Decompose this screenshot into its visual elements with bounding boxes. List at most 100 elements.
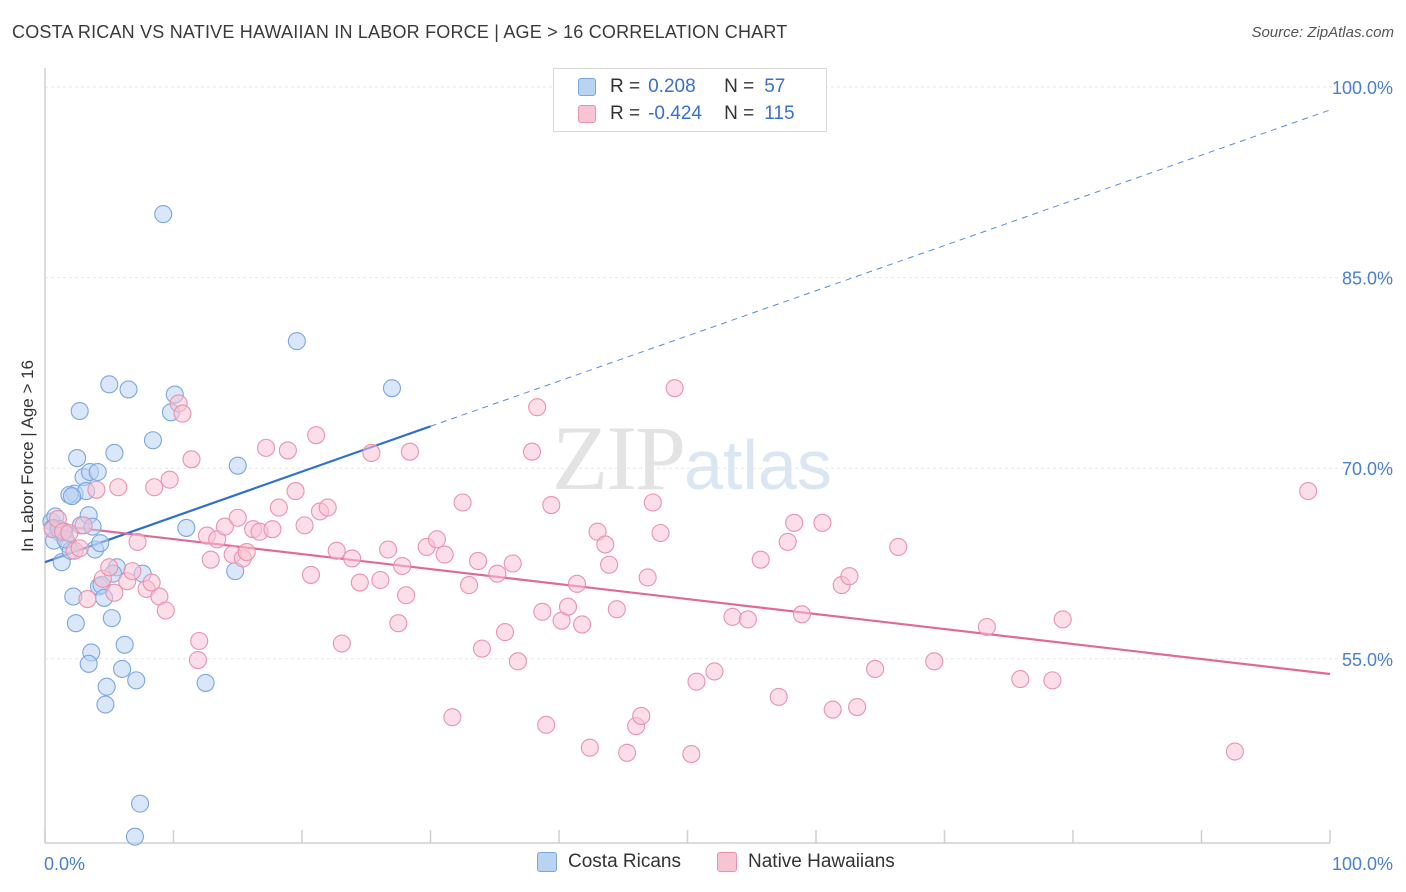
series-legend-costa-ricans[interactable]: Costa Ricans [537, 851, 681, 873]
legend-swatch-native-hawaiians [578, 105, 596, 123]
native-hawaiian-point [705, 662, 724, 681]
native-hawaiian-point [389, 614, 408, 633]
native-hawaiian-point [528, 398, 547, 417]
native-hawaiian-point [580, 738, 599, 757]
native-hawaiian-point [651, 523, 670, 543]
tick-labels: 55.0% 70.0% 85.0% 100.0% 0.0% 100.0% [44, 78, 1393, 874]
native-hawaiian-point [142, 573, 161, 592]
native-hawaiian-point [362, 443, 381, 463]
native-hawaiian-point [295, 516, 314, 535]
native-hawaiian-point [643, 493, 662, 512]
costa-rican-point [382, 379, 402, 398]
costa-rican-point [143, 431, 162, 450]
native-hawaiian-point [145, 478, 164, 497]
costa-rican-point [102, 609, 121, 628]
native-hawaiian-point [607, 600, 626, 619]
native-hawaiian-point [1011, 670, 1030, 689]
native-hawaiian-point [173, 404, 192, 423]
costa-rican-trend-extension [430, 109, 1331, 427]
native-hawaiian-point [100, 558, 119, 577]
native-hawaiian-point [638, 568, 657, 587]
native-hawaiian-point [393, 556, 412, 576]
native-hawaiian-point [459, 576, 479, 595]
costa-rican-point [115, 635, 134, 654]
watermark-atlas: atlas [684, 426, 832, 504]
native-hawaiian-point [70, 539, 89, 558]
costa-rican-point [96, 695, 115, 714]
native-hawaiian-point [286, 482, 305, 501]
native-hawaiian-point [278, 441, 297, 460]
costa-rican-point [62, 487, 82, 506]
native-hawaiian-point [508, 652, 527, 671]
legend-n-label: N = [724, 103, 755, 124]
data-points [42, 205, 1318, 846]
native-hawaiian-point [78, 590, 97, 609]
native-hawaiian-point [1299, 482, 1318, 501]
native-hawaiian-point [256, 438, 276, 457]
native-hawaiian-point [156, 601, 175, 620]
x-tick-label: 0.0% [44, 854, 85, 874]
native-hawaiian-point [813, 513, 832, 532]
costa-rican-point [100, 375, 119, 394]
native-hawaiian-point [848, 698, 867, 717]
native-hawaiian-point [123, 562, 142, 581]
native-hawaiian-point [522, 442, 542, 461]
y-tick-label: 85.0% [1342, 269, 1393, 289]
native-hawaiian-point [840, 567, 859, 586]
costa-rican-point [287, 332, 306, 351]
native-hawaiian-point [632, 706, 651, 726]
native-hawaiian-point [400, 442, 419, 461]
axes [44, 68, 1331, 844]
native-hawaiian-point [269, 498, 288, 517]
native-hawaiian-point [738, 610, 757, 629]
trend-lines [44, 109, 1331, 676]
native-hawaiian-point [468, 551, 488, 571]
legend-r-label: R = [610, 76, 641, 97]
native-hawaiian-point [792, 605, 811, 624]
native-hawaiian-point [1225, 742, 1244, 761]
native-hawaiian-point [1043, 671, 1062, 690]
watermark: ZIPatlas [552, 405, 832, 511]
native-hawaiian-point [201, 550, 220, 569]
costa-rican-point [125, 827, 144, 846]
costa-rican-point [97, 677, 116, 696]
series-label-native-hawaiians: Native Hawaiians [748, 851, 895, 872]
native-hawaiian-point [785, 513, 804, 532]
native-hawaiian-point [542, 495, 561, 515]
costa-rican-point [113, 659, 132, 678]
native-hawaiian-point [823, 700, 842, 719]
costa-rican-point [177, 518, 196, 537]
costa-rican-point [228, 456, 247, 475]
x-tick-label: 100.0% [1332, 854, 1393, 874]
native-hawaiian-point [215, 517, 234, 536]
native-hawaiian-point [301, 565, 321, 584]
costa-rican-point [196, 673, 215, 692]
native-hawaiian-point [977, 617, 996, 637]
native-hawaiian-point [665, 379, 684, 398]
y-tick-label: 100.0% [1332, 78, 1393, 98]
costa-rican-point [91, 534, 110, 553]
costa-rican-point [127, 671, 146, 690]
series-swatch-costa-ricans [537, 852, 557, 872]
legend-row-native-hawaiians: R = -0.424 N = 115 [578, 101, 795, 127]
y-tick-label: 55.0% [1342, 650, 1393, 670]
native-hawaiian-point [263, 520, 282, 539]
native-hawaiian-point [307, 426, 326, 445]
native-hawaiian-point [1053, 610, 1072, 629]
costa-rican-point [68, 448, 87, 468]
native-hawaiian-point [228, 508, 247, 527]
native-hawaiian-trend-line [44, 523, 1331, 676]
native-hawaiian-point [318, 498, 337, 517]
native-hawaiian-point [778, 532, 797, 551]
native-hawaiian-point [60, 523, 79, 543]
native-hawaiian-point [397, 586, 416, 605]
native-hawaiian-point [567, 574, 587, 593]
series-legend-native-hawaiians[interactable]: Native Hawaiians [717, 851, 895, 873]
native-hawaiian-point [188, 650, 207, 670]
native-hawaiian-point [503, 554, 522, 573]
native-hawaiian-point [769, 687, 788, 706]
native-hawaiian-point [682, 745, 701, 764]
costa-rican-point [79, 654, 98, 673]
costa-rican-point [66, 614, 85, 633]
source-credit: Source: ZipAtlas.com [1251, 24, 1394, 41]
